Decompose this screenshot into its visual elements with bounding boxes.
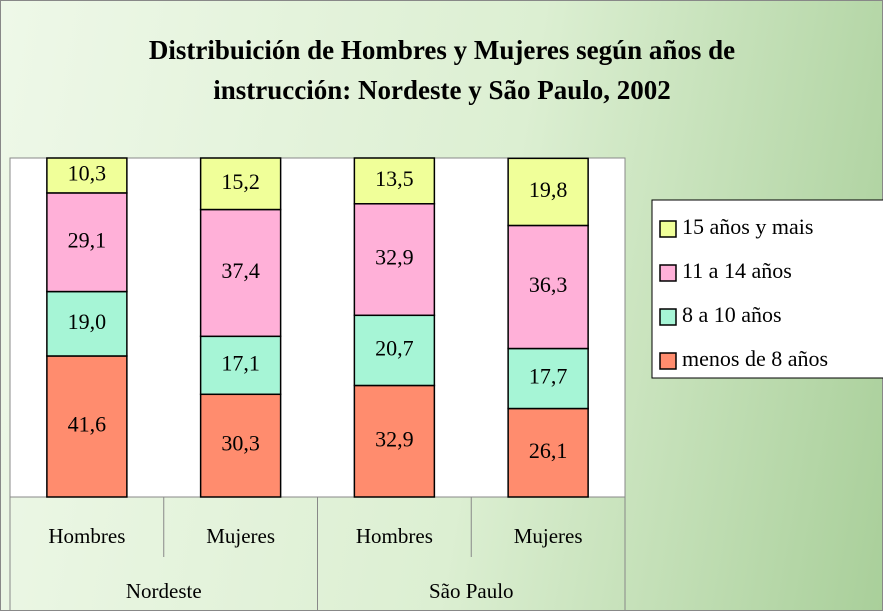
legend-box [651, 199, 883, 379]
bar-segment [353, 314, 436, 387]
legend-swatch [659, 220, 677, 238]
bar-segment [46, 157, 128, 194]
data-label: 32,9 [375, 245, 414, 270]
data-label: 17,7 [529, 364, 568, 389]
bar-segment [507, 224, 589, 350]
x-tick-label: Hombres [356, 524, 433, 548]
legend-swatch [659, 264, 677, 282]
x-tick-label: Mujeres [514, 524, 583, 548]
legend-label: 8 a 10 años [682, 302, 782, 327]
data-label: 29,1 [68, 227, 107, 252]
data-label: 36,3 [529, 272, 568, 297]
x-tick-label: Hombres [48, 524, 125, 548]
bar-segment [199, 335, 282, 396]
bar-segment [353, 384, 436, 498]
bar-segment [46, 355, 128, 498]
data-label: 10,3 [68, 161, 107, 186]
bar-segment [199, 157, 282, 211]
bar-segment [353, 203, 436, 317]
bar-segment [46, 192, 128, 293]
data-label: 37,4 [221, 258, 260, 283]
data-label: 15,2 [221, 169, 260, 194]
legend-label: menos de 8 años [682, 346, 828, 371]
group-label: São Paulo [429, 579, 514, 603]
legend-label: 11 a 14 años [682, 258, 792, 283]
data-label: 19,0 [68, 309, 107, 334]
data-label: 26,1 [529, 438, 568, 463]
bar-segment [199, 208, 282, 338]
data-label: 20,7 [375, 335, 414, 360]
bar-segment [507, 157, 589, 227]
chart-title: Distribuición de Hombres y Mujeres según… [148, 35, 736, 105]
data-label: 41,6 [68, 412, 107, 437]
bar-segment [353, 157, 436, 205]
data-label: 17,1 [221, 350, 260, 375]
data-label: 32,9 [375, 426, 414, 451]
bar-segment [507, 407, 589, 498]
legend-swatch [659, 308, 677, 326]
data-label: 13,5 [375, 166, 414, 191]
legend-swatch [659, 352, 677, 370]
group-label: Nordeste [126, 579, 202, 603]
bar-segment [46, 290, 128, 357]
data-label: 30,3 [221, 431, 260, 456]
x-tick-label: Mujeres [206, 524, 275, 548]
legend-label: 15 años y mais [682, 214, 813, 239]
bar-segment [199, 393, 282, 498]
bar-segment [507, 347, 589, 410]
data-label: 19,8 [529, 177, 568, 202]
